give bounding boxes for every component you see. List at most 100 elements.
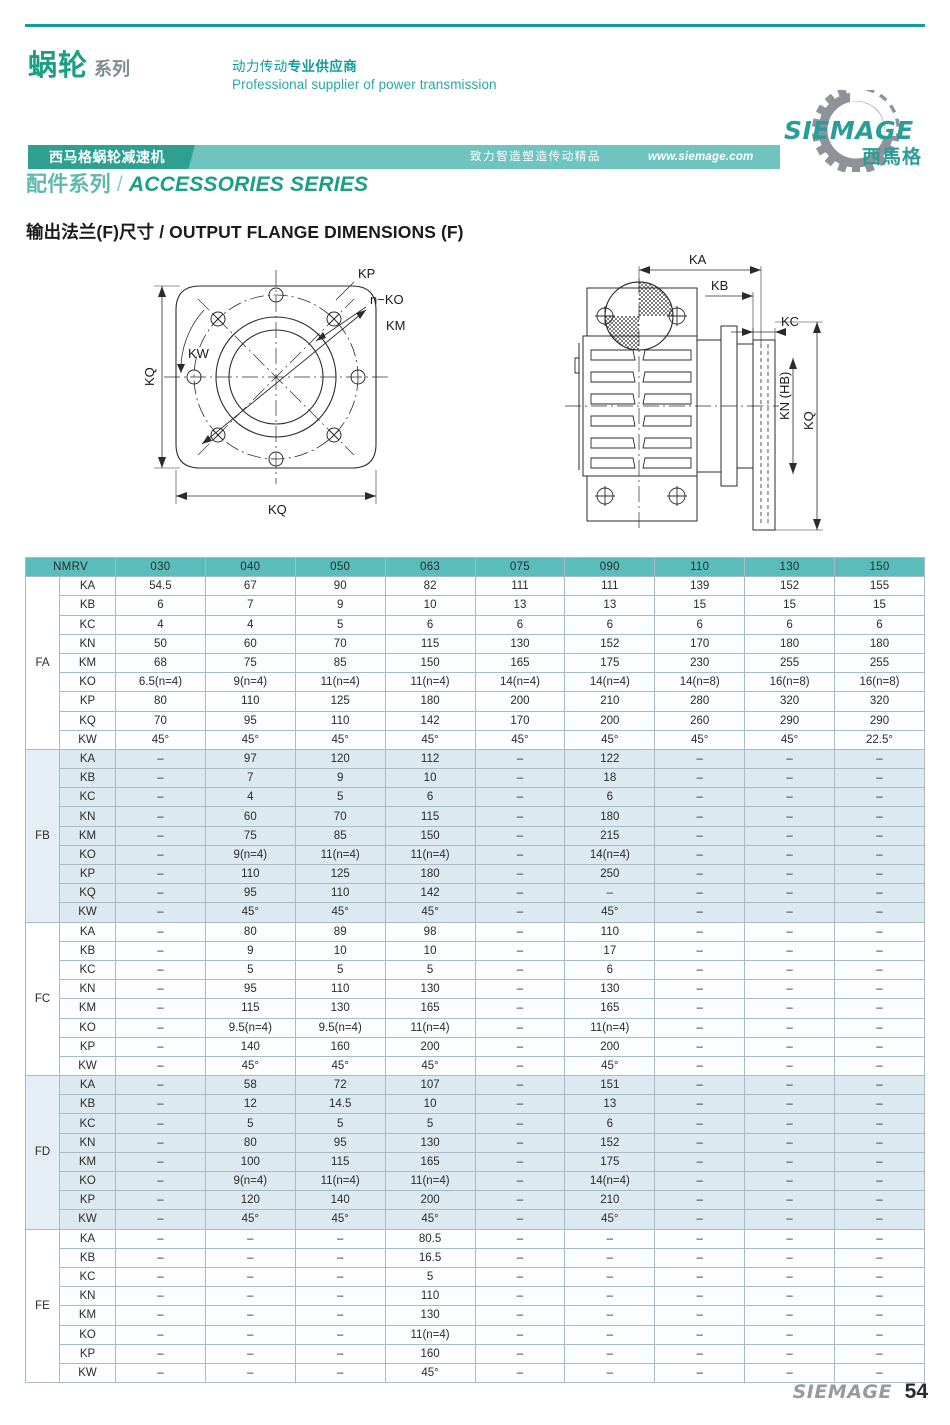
row-key-cell: KM [58, 1151, 117, 1173]
value-cell: – [744, 1055, 836, 1077]
value-cell: – [744, 1075, 836, 1096]
value-cell: – [294, 1228, 386, 1249]
row-key-cell: KM [58, 825, 117, 846]
row-key-cell: KO [58, 1324, 117, 1345]
value-cell: 120 [294, 748, 386, 770]
value-cell: – [654, 1036, 746, 1057]
value-cell: – [834, 1343, 925, 1364]
value-cell: 6 [564, 959, 656, 981]
value-cell: 13 [564, 1094, 656, 1115]
value-cell: 67 [204, 576, 296, 597]
value-cell: 151 [564, 1075, 656, 1096]
row-key-cell: KQ [58, 883, 117, 904]
value-cell: – [744, 1036, 836, 1057]
table-row: KP –120 140 200–210– – – [26, 1190, 925, 1211]
table-header-row: NMRV 030 040 050 063 075 090 110 130 150 [24, 556, 925, 578]
value-cell: – [744, 998, 836, 1019]
band-website-url[interactable]: www.siemage.com [648, 151, 754, 163]
table-row: KO –9.5(n=4) 9.5(n=4) 11(n=4) –11(n=4) – – – [26, 1017, 925, 1038]
label-kw: KW [188, 346, 210, 361]
value-cell: – [115, 1132, 206, 1153]
brand-series-title: 蜗轮 系列 [28, 52, 130, 81]
value-cell: 16(n=8) [834, 672, 925, 693]
value-cell: 95 [204, 883, 296, 904]
value-cell: 11(n=4) [564, 1017, 656, 1038]
col-header-size: 110 [654, 556, 746, 578]
table-row: KP –140 160 200–200– – – [26, 1036, 925, 1057]
value-cell: 4 [204, 787, 296, 808]
value-cell: – [744, 748, 836, 770]
value-cell: 7 [204, 595, 296, 616]
value-cell: 11(n=4) [384, 1170, 476, 1192]
value-cell: 115 [384, 633, 476, 654]
header-band: 西马格蜗轮减速机 致力智造塑造传动精品 www.siemage.com [0, 145, 950, 169]
row-key-cell: KN [58, 806, 117, 827]
value-cell: 200 [384, 1036, 476, 1057]
value-cell: – [744, 1209, 836, 1230]
value-cell: – [474, 1266, 566, 1288]
value-cell: – [744, 1094, 836, 1115]
value-cell: – [115, 1190, 206, 1211]
value-cell: – [744, 1266, 836, 1288]
value-cell: – [115, 1305, 206, 1326]
value-cell: – [834, 787, 925, 808]
row-key-cell: KP [58, 1343, 117, 1364]
value-cell: – [834, 863, 925, 885]
value-cell: – [474, 1362, 566, 1384]
value-cell: – [834, 1170, 925, 1192]
value-cell: 110 [204, 691, 296, 712]
value-cell: – [564, 1362, 656, 1384]
value-cell: – [834, 1094, 925, 1115]
value-cell: – [834, 959, 925, 981]
value-cell: – [115, 979, 206, 1000]
section-title-slash: / [110, 173, 129, 196]
value-cell: 180 [384, 863, 476, 885]
value-cell: – [654, 1094, 746, 1115]
value-cell: – [744, 1305, 836, 1326]
value-cell: 115 [204, 998, 296, 1019]
col-header-size: 040 [204, 556, 296, 578]
value-cell: 215 [564, 825, 656, 846]
value-cell: 100 [204, 1151, 296, 1173]
value-cell: – [474, 1094, 566, 1115]
value-cell: – [654, 806, 746, 827]
value-cell: – [204, 1343, 296, 1364]
value-cell: 9 [294, 768, 386, 789]
value-cell: – [834, 998, 925, 1019]
value-cell: 6 [474, 614, 566, 635]
value-cell: 5 [384, 959, 476, 981]
value-cell: – [115, 1286, 206, 1307]
value-cell: – [294, 1305, 386, 1326]
value-cell: – [744, 1343, 836, 1364]
col-header-size: 090 [564, 556, 656, 578]
value-cell: – [744, 979, 836, 1000]
value-cell: 9(n=4) [204, 844, 296, 866]
value-cell: – [744, 1362, 836, 1384]
value-cell: – [744, 1132, 836, 1153]
value-cell: – [474, 863, 566, 885]
value-cell: 200 [564, 1036, 656, 1057]
value-cell: – [744, 806, 836, 827]
value-cell: 12 [204, 1094, 296, 1115]
col-header-size: 030 [115, 556, 206, 578]
value-cell: – [744, 902, 836, 923]
value-cell: – [654, 1209, 746, 1230]
value-cell: – [654, 1055, 746, 1077]
brand-series-suffix: 系列 [94, 59, 131, 79]
value-cell: – [115, 1055, 206, 1077]
label-n-ko: n−KO [370, 292, 404, 307]
value-cell: 15 [744, 595, 836, 616]
value-cell: – [834, 921, 925, 942]
group-label-cell: FE [25, 1228, 60, 1384]
table-row: KW 45° 45° 45° 45° 45° 45° 45° 45° 22.5° [26, 729, 925, 750]
group-label-cell: FC [25, 921, 60, 1077]
value-cell: – [654, 863, 746, 885]
value-cell: – [474, 1132, 566, 1153]
value-cell: – [204, 1305, 296, 1326]
row-key-cell: KM [58, 998, 117, 1019]
value-cell: 45° [744, 729, 836, 750]
value-cell: – [744, 825, 836, 846]
value-cell: 14(n=4) [564, 844, 656, 866]
value-cell: – [834, 1055, 925, 1077]
tagline-en: Professional supplier of power transmiss… [232, 77, 497, 93]
